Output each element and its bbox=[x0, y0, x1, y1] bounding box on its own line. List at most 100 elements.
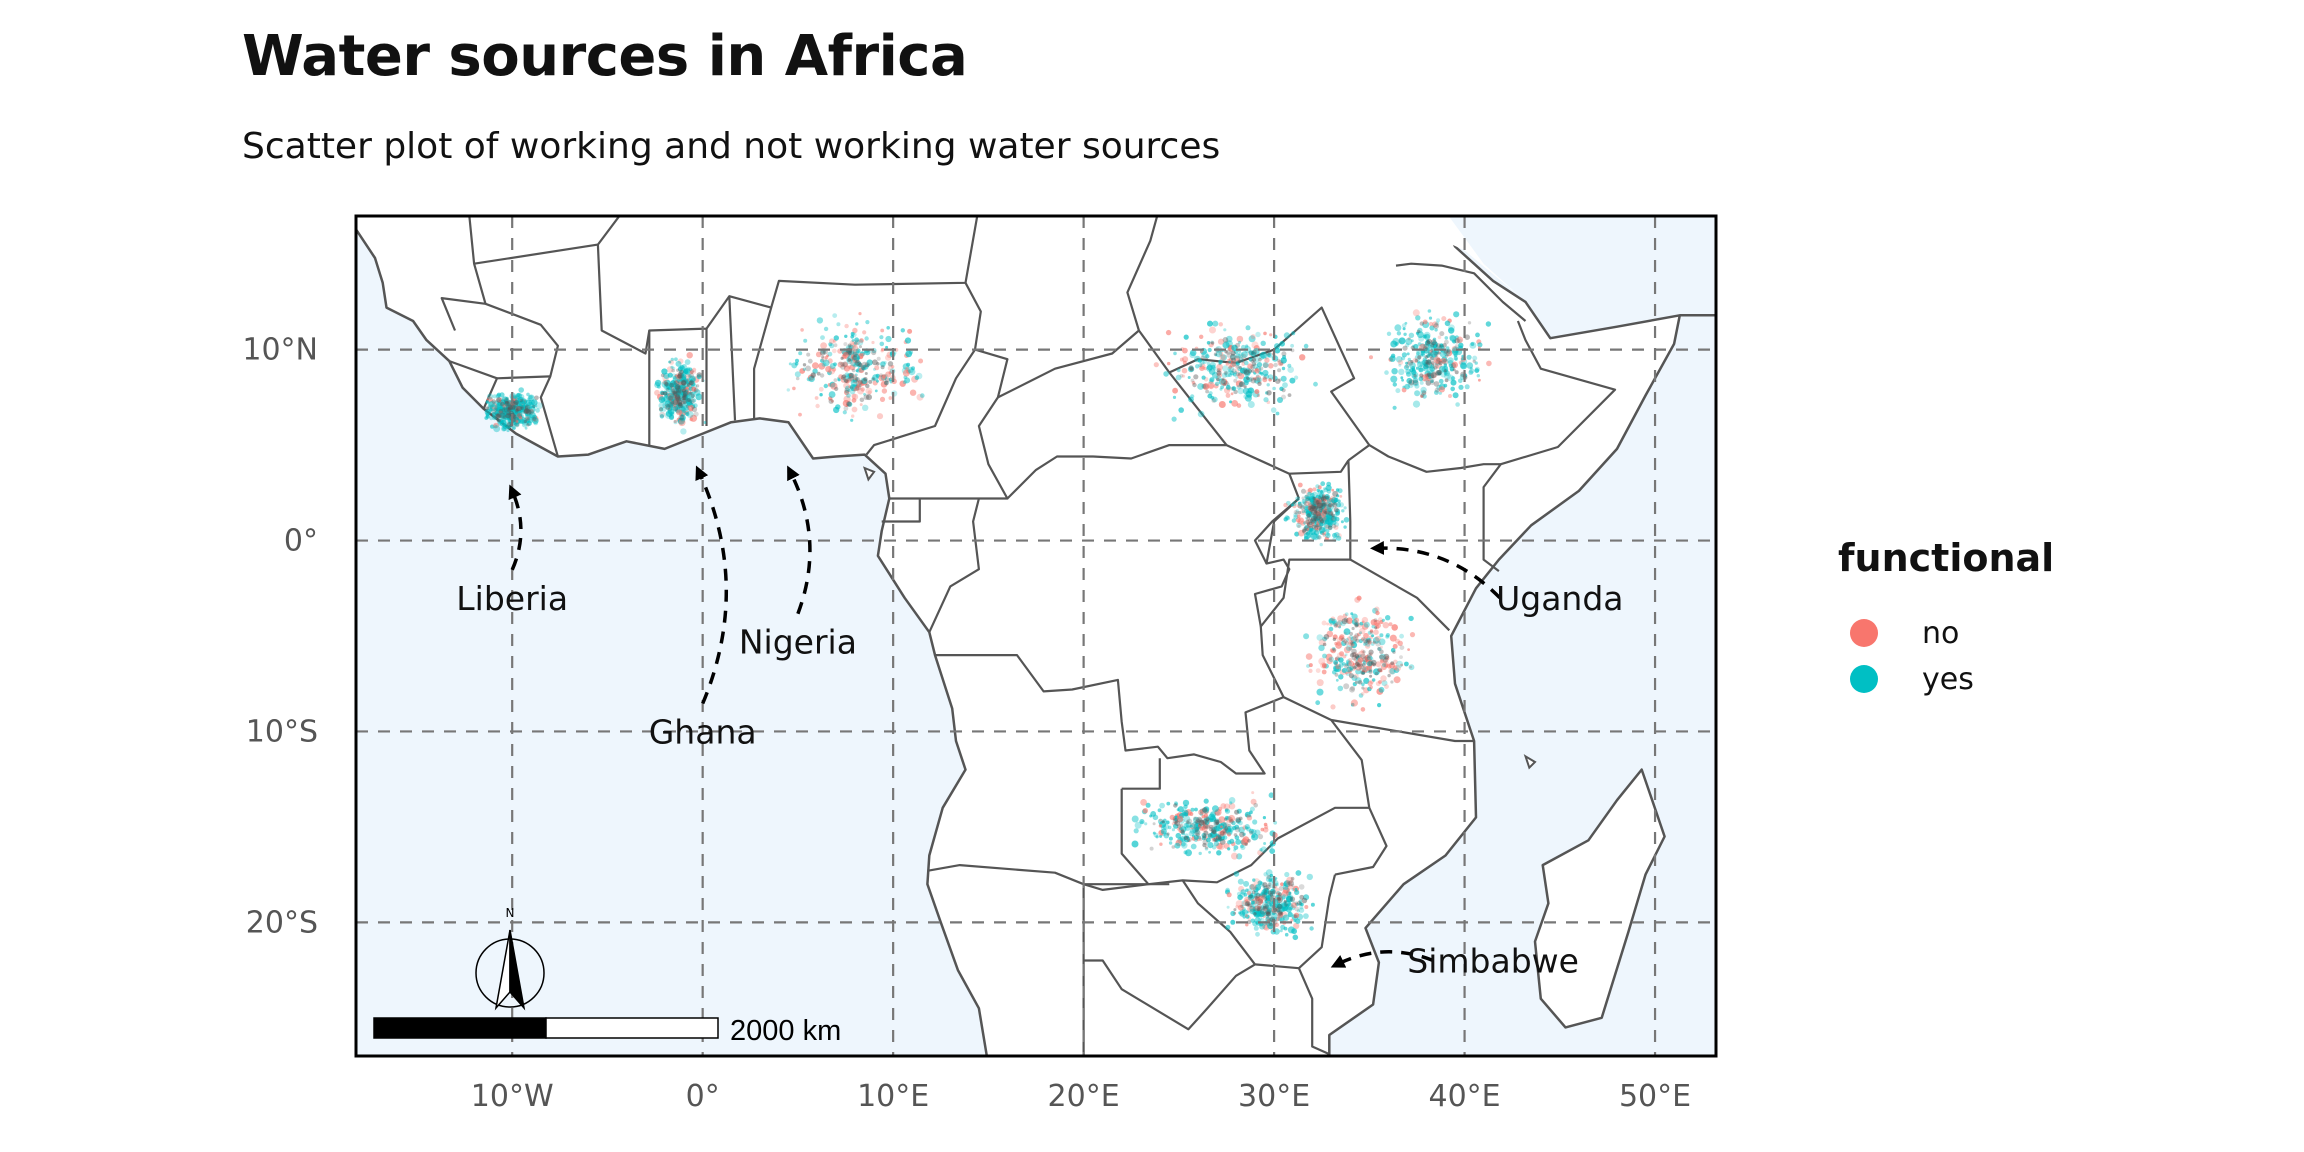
water-point bbox=[798, 351, 803, 356]
water-point bbox=[1225, 349, 1232, 355]
water-point bbox=[1329, 623, 1333, 627]
water-point bbox=[887, 365, 894, 372]
water-point bbox=[1351, 626, 1355, 631]
water-point bbox=[1193, 816, 1197, 820]
water-point bbox=[1194, 807, 1198, 812]
water-point bbox=[1326, 532, 1330, 536]
water-point bbox=[1133, 828, 1139, 834]
water-point bbox=[696, 374, 702, 380]
water-point bbox=[1410, 360, 1414, 364]
water-point bbox=[677, 385, 681, 389]
water-point bbox=[499, 412, 506, 418]
water-point bbox=[1412, 400, 1421, 408]
water-point bbox=[904, 377, 911, 384]
map-title: Water sources in Africa bbox=[242, 24, 968, 89]
water-point bbox=[1203, 798, 1209, 804]
water-point bbox=[1287, 911, 1293, 918]
water-point bbox=[1221, 377, 1225, 381]
water-point bbox=[1206, 341, 1211, 345]
water-point bbox=[689, 370, 694, 375]
water-point bbox=[490, 424, 495, 429]
water-point bbox=[1439, 331, 1445, 337]
water-point bbox=[1281, 366, 1286, 371]
water-point bbox=[828, 342, 833, 347]
water-point bbox=[493, 425, 501, 433]
water-point bbox=[850, 335, 854, 339]
water-point bbox=[1209, 824, 1214, 829]
water-point bbox=[820, 358, 825, 363]
water-point bbox=[891, 365, 895, 369]
legend: functional no yes bbox=[1838, 536, 2054, 702]
water-point bbox=[525, 407, 530, 412]
water-point bbox=[520, 405, 524, 409]
water-point bbox=[1340, 520, 1344, 524]
water-point bbox=[668, 407, 673, 412]
water-point bbox=[844, 334, 848, 338]
water-point bbox=[899, 380, 906, 387]
water-point bbox=[1448, 327, 1455, 334]
water-point bbox=[1445, 354, 1449, 358]
water-point bbox=[516, 407, 520, 412]
water-point bbox=[491, 409, 496, 415]
water-point bbox=[490, 404, 497, 411]
water-point bbox=[795, 358, 799, 363]
water-point bbox=[1172, 395, 1177, 399]
water-point bbox=[686, 352, 693, 359]
water-point bbox=[1362, 650, 1366, 654]
water-point bbox=[1458, 378, 1463, 384]
water-point bbox=[1262, 816, 1266, 820]
water-point bbox=[1317, 535, 1322, 540]
water-point bbox=[1379, 633, 1384, 638]
water-point bbox=[1455, 402, 1460, 407]
water-point bbox=[1262, 362, 1269, 369]
water-point bbox=[532, 414, 537, 420]
water-point bbox=[1354, 633, 1359, 638]
water-point bbox=[1322, 496, 1327, 500]
water-point bbox=[507, 412, 511, 416]
water-point bbox=[1301, 496, 1305, 500]
water-point bbox=[1254, 368, 1260, 374]
water-point bbox=[1385, 615, 1391, 621]
water-point bbox=[871, 377, 875, 381]
water-point bbox=[1418, 368, 1422, 372]
water-point bbox=[515, 400, 522, 407]
water-point bbox=[499, 392, 505, 398]
water-point bbox=[820, 335, 825, 340]
water-point bbox=[504, 401, 510, 407]
water-point bbox=[672, 390, 677, 395]
water-point bbox=[1179, 823, 1184, 828]
water-point bbox=[851, 368, 856, 373]
water-point bbox=[1403, 332, 1407, 336]
legend-item-yes: yes bbox=[1838, 656, 2054, 702]
water-point bbox=[863, 377, 868, 382]
water-point bbox=[1303, 343, 1309, 349]
water-point bbox=[1332, 502, 1338, 508]
water-point bbox=[502, 415, 507, 419]
water-point bbox=[678, 419, 686, 427]
water-point bbox=[906, 362, 911, 367]
water-point bbox=[1475, 332, 1480, 338]
water-point bbox=[920, 393, 925, 398]
water-point bbox=[1359, 627, 1366, 635]
water-point bbox=[532, 416, 537, 421]
water-point bbox=[1402, 327, 1406, 331]
water-point bbox=[689, 369, 695, 374]
water-point bbox=[487, 401, 494, 408]
water-point bbox=[855, 348, 861, 354]
water-point bbox=[680, 379, 687, 386]
water-point bbox=[526, 423, 530, 427]
water-point bbox=[848, 351, 852, 356]
water-point bbox=[1420, 350, 1426, 356]
water-point bbox=[534, 395, 539, 401]
water-point bbox=[1350, 699, 1358, 707]
water-point bbox=[1444, 320, 1451, 327]
water-point bbox=[1211, 828, 1217, 834]
water-point bbox=[684, 410, 689, 415]
water-point bbox=[1372, 678, 1376, 682]
water-point bbox=[674, 388, 679, 393]
water-point bbox=[867, 390, 872, 395]
water-point bbox=[1265, 916, 1271, 922]
water-point bbox=[1229, 819, 1234, 824]
water-point bbox=[802, 363, 807, 367]
